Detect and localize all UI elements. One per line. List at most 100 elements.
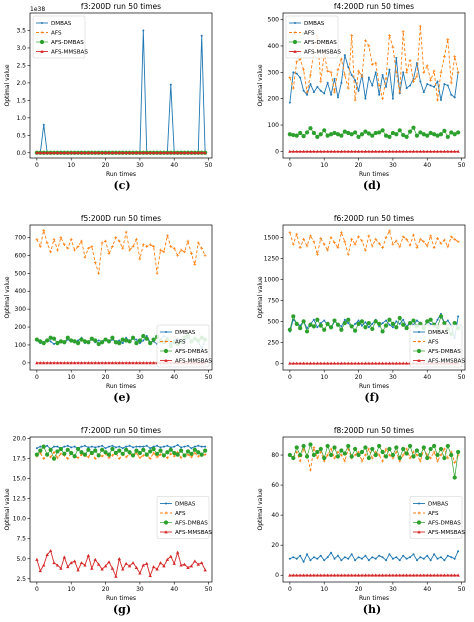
- series-dmbas-point: [357, 89, 360, 92]
- series-dmbas-point: [176, 444, 179, 447]
- series-afs-mmsbas-point: [145, 361, 149, 365]
- series-afs-mmsbas-point: [377, 361, 381, 365]
- series-afs-dmbas-point: [141, 333, 146, 339]
- series-afs-dmbas: [34, 444, 208, 461]
- series-afs-point: [179, 248, 183, 252]
- series-afs-point: [83, 255, 87, 259]
- series-afs-dmbas-point: [93, 338, 98, 343]
- series-afs-mmsbas-point: [162, 151, 166, 155]
- series-afs-point: [388, 229, 391, 233]
- series-dmbas-point: [419, 556, 422, 559]
- series-dmbas-point: [391, 97, 394, 100]
- series-afs-mmsbas: [35, 151, 207, 155]
- series-dmbas: [288, 54, 460, 104]
- series-afs-point: [432, 69, 436, 73]
- legend-marker-afs-mmsbas-point: [164, 358, 168, 362]
- series-afs-dmbas-point: [137, 450, 142, 456]
- series-afs-dmbas-point: [394, 445, 399, 450]
- series-afs-mmsbas-point: [107, 361, 111, 365]
- series-afs-dmbas-point: [363, 129, 368, 134]
- series-afs-point: [453, 461, 457, 464]
- series-afs-mmsbas-point: [100, 151, 104, 155]
- y-tick-label: 500: [15, 270, 27, 277]
- series-afs-point: [432, 246, 436, 250]
- series-afs-dmbas-point: [366, 455, 371, 461]
- series-dmbas-point: [436, 318, 439, 321]
- series-afs-mmsbas-point: [329, 149, 333, 153]
- series-afs-point: [90, 245, 94, 248]
- series-afs-mmsbas-point: [158, 151, 163, 155]
- series-afs-mmsbas-point: [322, 361, 326, 365]
- series-afs-mmsbas-point: [305, 149, 309, 153]
- series-afs-mmsbas-point: [100, 567, 104, 571]
- series-afs-mmsbas: [288, 149, 460, 153]
- series-afs-point: [339, 57, 343, 61]
- series-afs-dmbas-point: [380, 329, 385, 334]
- series-afs-mmsbas-point: [138, 361, 142, 365]
- series-afs-mmsbas-point: [148, 151, 152, 155]
- series-afs-mmsbas-point: [182, 151, 187, 155]
- plot-frame: [29, 12, 213, 159]
- series-afs-point: [155, 271, 159, 275]
- series-afs-dmbas-point: [58, 339, 64, 344]
- series-dmbas-point: [330, 551, 333, 554]
- series-dmbas-point: [385, 319, 388, 322]
- x-tick-label: 20: [355, 162, 363, 169]
- series-afs-mmsbas-point: [131, 151, 135, 155]
- series-dmbas-point: [138, 342, 141, 345]
- series-afs-mmsbas-point: [175, 151, 180, 155]
- series-afs-dmbas-point: [178, 448, 184, 453]
- series-afs-mmsbas-point: [384, 149, 388, 153]
- series-afs-dmbas-point: [377, 443, 382, 449]
- series-dmbas-point: [107, 445, 110, 448]
- series-afs-dmbas-point: [377, 130, 382, 135]
- series-afs-mmsbas-point: [387, 361, 392, 365]
- series-afs-mmsbas-point: [404, 149, 409, 153]
- series-afs-mmsbas-point: [79, 561, 84, 565]
- series-dmbas-point: [347, 557, 350, 560]
- legend-label: AFS-MMSBAS: [175, 530, 212, 536]
- series-dmbas-point: [83, 444, 86, 447]
- series-afs-mmsbas-point: [288, 361, 292, 365]
- series-afs-mmsbas-point: [107, 560, 111, 564]
- legend-marker-dmbas-point: [41, 22, 43, 24]
- series-afs-mmsbas-point: [401, 361, 405, 365]
- series-dmbas-point: [138, 445, 141, 448]
- x-tick-label: 0: [288, 162, 292, 169]
- series-afs-mmsbas-point: [62, 361, 67, 365]
- series-dmbas-point: [114, 446, 117, 449]
- series-afs-point: [408, 243, 412, 247]
- series-afs-point: [305, 244, 309, 248]
- series-dmbas-point: [360, 557, 363, 560]
- series-afs-point: [370, 456, 374, 460]
- series-afs-dmbas-point: [387, 446, 392, 452]
- series-afs-mmsbas-point: [428, 149, 433, 153]
- legend: DMBAS AFS AFS-DMBAS AFS-MMSBAS: [156, 324, 212, 368]
- series-afs-dmbas-point: [452, 475, 457, 480]
- series-dmbas-point: [193, 445, 196, 448]
- series-afs-dmbas-point: [287, 452, 292, 458]
- series-afs-dmbas-point: [359, 449, 365, 455]
- series-afs-mmsbas-point: [336, 573, 340, 577]
- series-afs-mmsbas-point: [45, 361, 49, 365]
- series-afs-mmsbas-point: [124, 561, 128, 565]
- series-afs-point: [418, 24, 422, 28]
- series-afs-point: [42, 457, 46, 461]
- series-afs-mmsbas-point: [55, 361, 60, 365]
- series-afs-mmsbas-point: [360, 573, 364, 577]
- series-afs-dmbas-point: [51, 336, 57, 341]
- series-afs-mmsbas-point: [370, 573, 374, 577]
- series-afs-mmsbas-point: [179, 563, 183, 567]
- series-afs-mmsbas-point: [291, 149, 296, 153]
- series-afs-dmbas-point: [359, 132, 365, 137]
- y-tick-label: 5.0: [16, 556, 26, 563]
- x-tick-label: 0: [35, 374, 39, 381]
- series-afs-point: [333, 90, 336, 94]
- series-afs-dmbas-point: [332, 130, 337, 136]
- series-afs-mmsbas-point: [401, 149, 405, 153]
- series-afs-dmbas-point: [401, 322, 406, 327]
- series-afs-mmsbas-point: [452, 149, 457, 153]
- series-dmbas-point: [354, 559, 357, 562]
- series-dmbas-point: [357, 556, 360, 559]
- series-dmbas-point: [309, 83, 312, 86]
